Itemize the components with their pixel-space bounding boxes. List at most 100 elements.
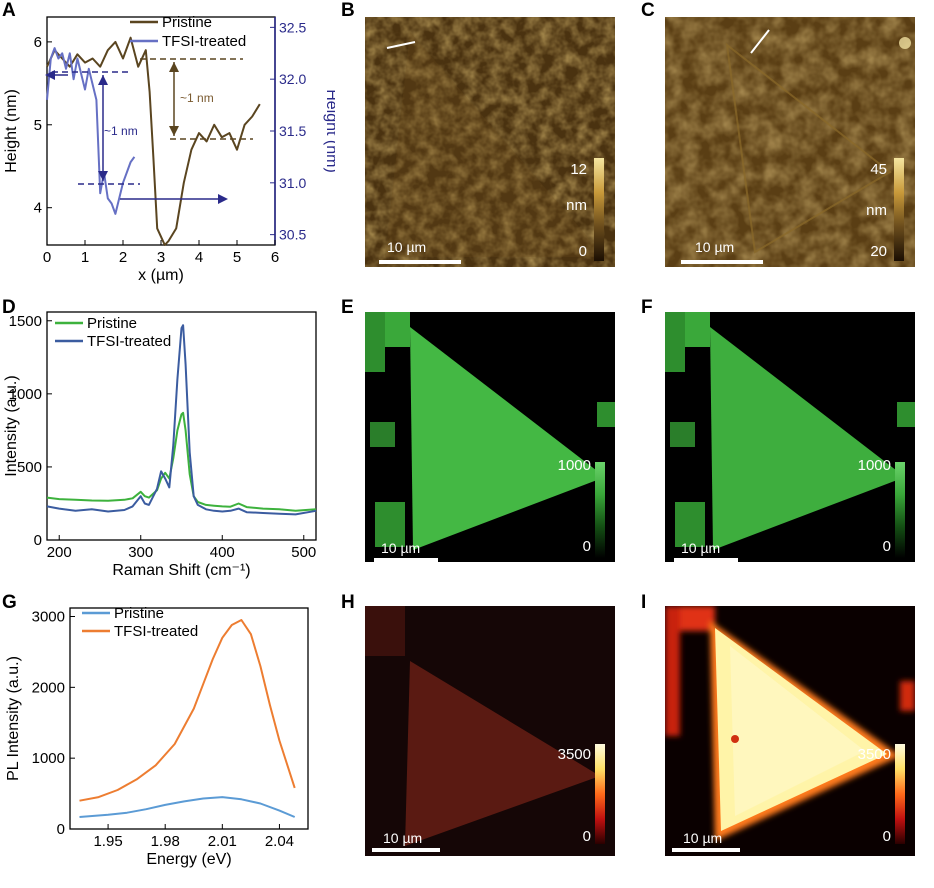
series-line-pristine [79, 796, 296, 818]
x-axis-label: Raman Shift (cm⁻¹) [112, 562, 250, 579]
legend-label: TFSI-treated [114, 623, 198, 640]
x-tick-label: 1.98 [151, 833, 180, 850]
legend-label: TFSI-treated [162, 33, 246, 50]
colorbar-f-max: 1000 [857, 457, 891, 474]
y-right-tick-label: 30.5 [279, 227, 306, 243]
scale-bar-c [681, 260, 763, 264]
y-tick-label: 500 [17, 459, 42, 476]
annotation-label: ~1 nm [104, 124, 138, 138]
y-tick-label: 5 [34, 117, 42, 134]
afm-map-treated: 45 nm 20 10 µm [665, 17, 915, 267]
x-tick-label: 3 [157, 249, 165, 266]
y-axis-label: Intensity (a.u.) [3, 375, 20, 476]
colorbar-b-max: 12 [570, 161, 587, 178]
panel-label-b: B [341, 0, 355, 21]
arrow-head [218, 194, 228, 204]
scale-label-c: 10 µm [695, 239, 735, 255]
x-axis-label: x (µm) [138, 267, 184, 284]
colorbar-c-max: 45 [870, 161, 887, 178]
arrow-head [169, 126, 179, 136]
colorbar-h [595, 744, 605, 844]
colorbar-b-unit: nm [566, 197, 587, 214]
y-right-tick-label: 31.5 [279, 123, 306, 139]
panel-label-c: C [641, 0, 655, 21]
colorbar-c-min: 20 [870, 243, 887, 260]
x-tick-label: 2.04 [265, 833, 294, 850]
panel-label-d: D [2, 297, 16, 318]
series-line-pristine [46, 411, 317, 512]
x-tick-label: 0 [43, 249, 51, 266]
scale-label-h: 10 µm [383, 830, 423, 846]
arrow-head [169, 62, 179, 72]
y-tick-label: 0 [57, 821, 65, 838]
colorbar-c-unit: nm [866, 202, 887, 219]
y-tick-label: 3000 [32, 609, 65, 626]
y-tick-label: 1000 [32, 750, 65, 767]
scale-bar-f [674, 558, 738, 562]
x-tick-label: 2 [119, 249, 127, 266]
x-tick-label: 500 [291, 544, 316, 561]
scale-bar-b [379, 260, 461, 264]
scale-label-b: 10 µm [387, 239, 427, 255]
arrow-head [98, 75, 108, 85]
x-tick-label: 200 [47, 544, 72, 561]
x-tick-label: 2.01 [208, 833, 237, 850]
colorbar-h-min: 0 [582, 828, 591, 845]
y-axis-label: PL Intensity (a.u.) [5, 656, 22, 781]
y-right-tick-label: 32.0 [279, 71, 306, 87]
y-tick-label: 0 [34, 532, 42, 549]
colorbar-c [894, 158, 904, 261]
y-axis-label-right: Height (nm) [323, 89, 335, 173]
panel-label-i: I [641, 592, 647, 613]
colorbar-b-min: 0 [578, 243, 587, 260]
y-right-tick-label: 32.5 [279, 19, 306, 35]
x-tick-label: 6 [271, 249, 279, 266]
colorbar-f-min: 0 [882, 538, 891, 555]
chart-g-frame [69, 607, 309, 830]
legend-label: Pristine [87, 315, 137, 332]
scale-label-i: 10 µm [683, 830, 723, 846]
y-tick-label: 1000 [9, 386, 42, 403]
x-tick-label: 5 [233, 249, 241, 266]
legend-label: Pristine [114, 605, 164, 622]
series-line-pristine [46, 36, 261, 246]
y-tick-label: 4 [34, 200, 42, 217]
series-line-tfsi-treated [79, 619, 296, 802]
chart-g-pl-spectra: 1.95 1.98 2.01 2.04 0 1000 2000 3000 Energy (eV)… [5, 605, 309, 868]
legend-label: TFSI-treated [87, 333, 171, 350]
chart-a-frame [46, 16, 276, 246]
x-tick-label: 1.95 [93, 833, 122, 850]
y-tick-label: 6 [34, 34, 42, 51]
panel-label-g: G [2, 592, 17, 613]
arrow-head [45, 70, 55, 80]
raman-map-treated: 1000 0 10 µm [665, 312, 915, 562]
colorbar-i-max: 3500 [857, 746, 891, 763]
colorbar-e [595, 462, 605, 558]
y-right-tick-label: 31.0 [279, 175, 306, 191]
y-tick-label: 2000 [32, 679, 65, 696]
chart-d-frame [46, 311, 317, 541]
x-tick-label: 4 [195, 249, 203, 266]
colorbar-e-max: 1000 [557, 457, 591, 474]
arrow-head [98, 171, 108, 181]
annotation-label: ~1 nm [180, 91, 214, 105]
afm-map-pristine: 12 nm 0 10 µm [365, 17, 615, 267]
scale-bar-e [374, 558, 438, 562]
colorbar-h-max: 3500 [557, 746, 591, 763]
scale-bar-h [372, 848, 440, 852]
legend-label: Pristine [162, 14, 212, 31]
series-line-tfsi-treated [46, 324, 317, 516]
panel-label-a: A [2, 0, 16, 21]
y-tick-label: 1500 [9, 313, 42, 330]
colorbar-i-min: 0 [882, 828, 891, 845]
panel-label-h: H [341, 592, 355, 613]
colorbar-i [895, 744, 905, 844]
y-axis-label: Height (nm) [3, 89, 20, 173]
scale-bar-i [672, 848, 740, 852]
scale-label-f: 10 µm [681, 540, 721, 556]
colorbar-b [594, 158, 604, 261]
series-line-tfsi-treated [46, 47, 136, 215]
x-axis-label: Energy (eV) [146, 851, 231, 868]
raman-map-pristine: 1000 0 10 µm [365, 312, 615, 562]
